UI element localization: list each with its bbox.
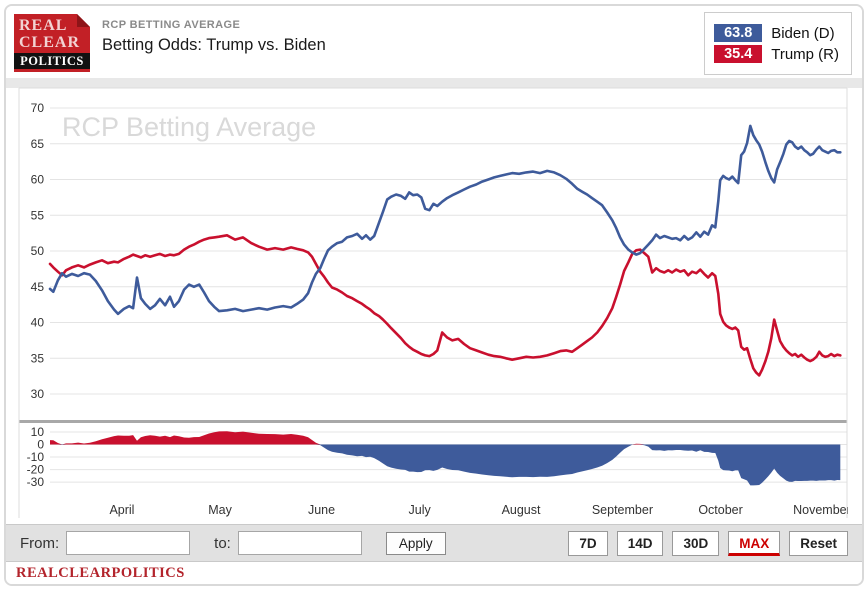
legend-row-trump: 35.4 Trump (R) bbox=[714, 45, 839, 63]
y-axis-label: 35 bbox=[31, 351, 45, 365]
legend-biden-label: Biden (D) bbox=[771, 24, 835, 42]
footer-brand: REALCLEARPOLITICS bbox=[16, 564, 185, 581]
spread-axis-label: -30 bbox=[27, 475, 45, 489]
spread-area-trump-lead bbox=[50, 431, 841, 445]
month-label: November bbox=[793, 503, 851, 517]
spread-axis-label: 0 bbox=[37, 438, 44, 452]
chart-widget: 70 65 60 55 50 45 40 35 30 RCP Betting Average 10 0… bbox=[6, 78, 862, 524]
range-14d-button[interactable]: 14D bbox=[616, 530, 664, 556]
month-label: September bbox=[592, 503, 653, 517]
to-date-input[interactable] bbox=[237, 531, 362, 555]
legend-biden-value-chip: 63.8 bbox=[714, 24, 763, 42]
range-7d-button[interactable]: 7D bbox=[568, 530, 608, 556]
month-label: July bbox=[409, 503, 432, 517]
right-clip-strip bbox=[848, 488, 862, 524]
y-axis-label: 40 bbox=[31, 316, 45, 330]
panel-separator bbox=[19, 420, 847, 423]
trump-line bbox=[48, 234, 842, 377]
biden-line bbox=[48, 124, 842, 316]
spread-axis-label: 10 bbox=[31, 425, 45, 439]
legend-trump-label: Trump (R) bbox=[771, 45, 839, 63]
y-axis-label: 50 bbox=[31, 244, 45, 258]
month-label: April bbox=[109, 503, 134, 517]
chart-title: Betting Odds: Trump vs. Biden bbox=[102, 36, 326, 54]
from-label: From: bbox=[20, 534, 60, 552]
widget-top-strip bbox=[6, 78, 862, 88]
logo-fold-flap bbox=[77, 14, 90, 27]
y-axis-label: 45 bbox=[31, 280, 45, 294]
legend-trump-value-chip: 35.4 bbox=[714, 45, 763, 63]
y-axis-label: 70 bbox=[31, 101, 45, 115]
y-axis-label: 30 bbox=[31, 387, 45, 401]
range-button-group: 7D 14D 30D MAX Reset bbox=[568, 530, 848, 556]
legend: 63.8 Biden (D) 35.4 Trump (R) bbox=[704, 12, 852, 75]
to-label: to: bbox=[214, 534, 231, 552]
apply-button[interactable]: Apply bbox=[385, 531, 446, 555]
logo-text: REAL CLEAR bbox=[19, 17, 81, 51]
logo-politics-band: POLITICS bbox=[14, 53, 90, 69]
rcp-logo: REAL CLEAR POLITICS bbox=[14, 14, 90, 72]
chart-watermark: RCP Betting Average bbox=[62, 112, 316, 142]
range-30d-button[interactable]: 30D bbox=[672, 530, 720, 556]
spread-axis-label: -10 bbox=[27, 450, 45, 464]
month-label: May bbox=[208, 503, 232, 517]
header: REAL CLEAR POLITICS RCP BETTING AVERAGE … bbox=[6, 6, 862, 78]
page-card: REAL CLEAR POLITICS RCP BETTING AVERAGE … bbox=[4, 4, 864, 586]
betting-average-chart[interactable]: 70 65 60 55 50 45 40 35 30 RCP Betting Average 100… bbox=[6, 78, 862, 524]
range-reset-button[interactable]: Reset bbox=[789, 530, 848, 556]
y-axis-label: 65 bbox=[31, 137, 45, 151]
header-kicker: RCP BETTING AVERAGE bbox=[102, 19, 241, 31]
y-axis-label: 55 bbox=[31, 208, 45, 222]
from-date-input[interactable] bbox=[66, 531, 191, 555]
month-label: October bbox=[698, 503, 742, 517]
legend-row-biden: 63.8 Biden (D) bbox=[714, 24, 839, 42]
spread-axis-label: -20 bbox=[27, 463, 45, 477]
controls-bar: From: to: Apply 7D 14D 30D MAX Reset bbox=[6, 524, 862, 562]
y-axis-label: 60 bbox=[31, 173, 45, 187]
spread-area-biden-lead bbox=[50, 444, 841, 486]
range-max-button[interactable]: MAX bbox=[728, 530, 781, 556]
month-label: August bbox=[502, 503, 541, 517]
month-label: June bbox=[308, 503, 335, 517]
footer: REALCLEARPOLITICS bbox=[6, 562, 862, 584]
